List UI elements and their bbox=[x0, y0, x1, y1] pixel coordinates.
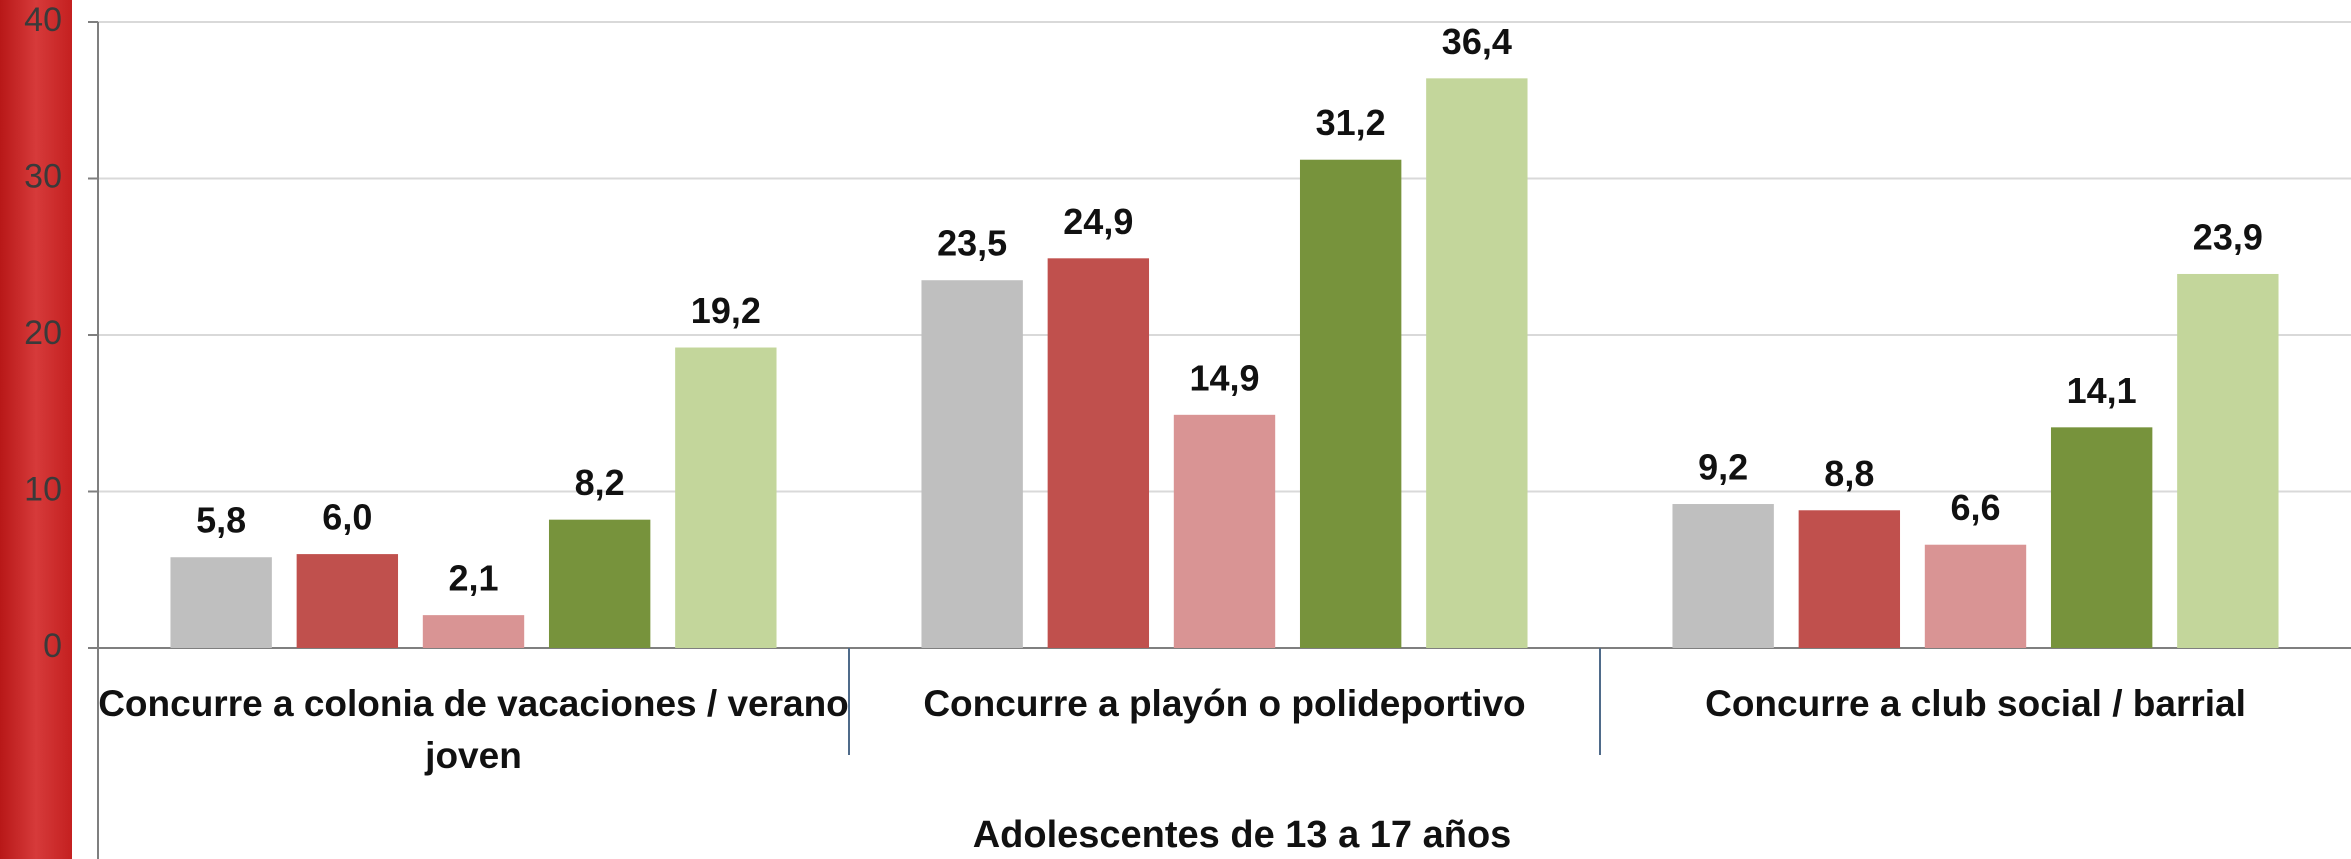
y-tick-label: 0 bbox=[43, 627, 62, 665]
value-label: 23,9 bbox=[2193, 216, 2263, 257]
y-tick-label: 10 bbox=[24, 470, 62, 508]
value-label: 2,1 bbox=[448, 558, 498, 599]
bar bbox=[1426, 78, 1528, 649]
side-strip bbox=[0, 0, 72, 859]
bar bbox=[1672, 504, 1774, 648]
bar bbox=[1047, 258, 1150, 648]
y-tick-label: 30 bbox=[24, 157, 62, 195]
value-label: 6,6 bbox=[1950, 487, 2000, 528]
y-tick-label: 40 bbox=[24, 1, 62, 39]
bar bbox=[2050, 427, 2153, 648]
bar bbox=[1173, 414, 1276, 648]
bar bbox=[1299, 159, 1402, 648]
value-label: 9,2 bbox=[1698, 447, 1748, 488]
value-label: 5,8 bbox=[196, 500, 246, 541]
value-label: 8,8 bbox=[1824, 453, 1874, 494]
value-label: 31,2 bbox=[1316, 102, 1386, 143]
value-label: 36,4 bbox=[1442, 21, 1512, 62]
value-label: 24,9 bbox=[1063, 201, 1133, 242]
x-tick-label: Concurre a playón o polideportivo bbox=[923, 683, 1526, 724]
bar bbox=[170, 557, 272, 648]
x-tick-label: Concurre a club social / barrial bbox=[1705, 683, 2246, 724]
bar bbox=[1798, 510, 1901, 648]
value-label: 19,2 bbox=[691, 290, 761, 331]
bar bbox=[296, 554, 399, 648]
value-label: 6,0 bbox=[322, 497, 372, 538]
bar bbox=[548, 519, 651, 648]
bar bbox=[1924, 544, 2027, 648]
value-label: 23,5 bbox=[937, 223, 1007, 264]
value-label: 8,2 bbox=[575, 462, 625, 503]
bar bbox=[422, 615, 525, 648]
bar bbox=[2177, 273, 2279, 648]
value-label: 14,9 bbox=[1189, 357, 1259, 398]
x-axis-title: Adolescentes de 13 a 17 años bbox=[973, 814, 1512, 856]
y-tick-label: 20 bbox=[24, 314, 62, 352]
bar bbox=[675, 347, 777, 648]
value-label: 14,1 bbox=[2067, 370, 2137, 411]
bar bbox=[921, 280, 1023, 648]
x-tick-label: Concurre a colonia de vacaciones / veran… bbox=[98, 683, 849, 776]
